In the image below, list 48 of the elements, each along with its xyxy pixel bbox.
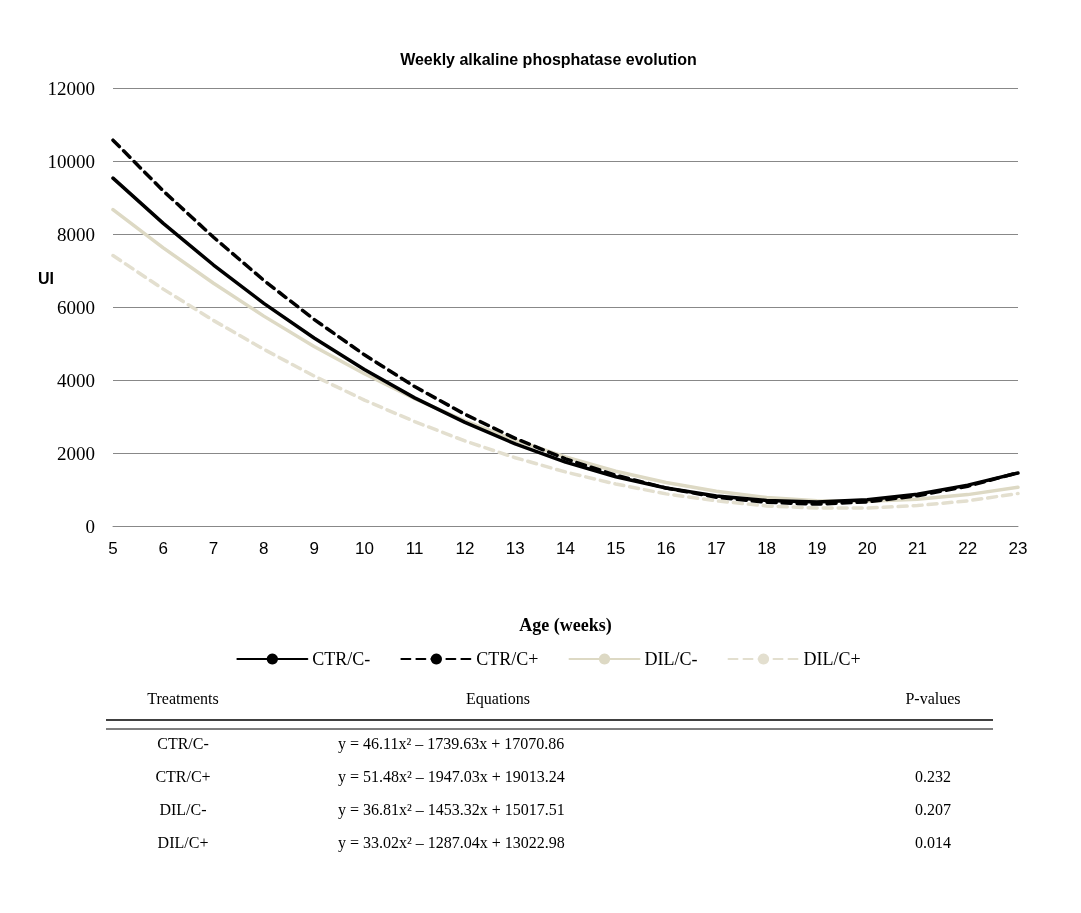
x-tick-label: 15 xyxy=(606,539,626,558)
x-axis-title: Age (weeks) xyxy=(519,615,612,636)
text: P-values xyxy=(905,689,961,707)
x-tick-label: 8 xyxy=(259,539,269,558)
x-tick-label: 16 xyxy=(656,539,676,558)
y-tick-label: 8000 xyxy=(57,223,95,245)
x-tick-label: 21 xyxy=(907,539,927,558)
y-tick-label: 2000 xyxy=(57,442,95,464)
x-tick-label: 14 xyxy=(556,539,575,558)
text: CTR/C- xyxy=(157,734,209,752)
legend-label: DIL/C+ xyxy=(803,649,861,669)
y-tick-label: 10000 xyxy=(47,150,95,172)
y-axis-title: UI xyxy=(38,269,54,287)
text: 0.232 xyxy=(915,767,951,785)
line-series xyxy=(111,253,1020,510)
x-tick-label: 13 xyxy=(505,539,525,558)
y-tick-label: 12000 xyxy=(47,77,95,99)
text: CTR/C+ xyxy=(155,767,211,785)
text: Treatments xyxy=(147,689,219,707)
chart-title: Weekly alkaline phosphatase evolution xyxy=(400,50,697,68)
y-tick-label: 4000 xyxy=(57,369,95,391)
x-tick-label: 17 xyxy=(706,539,726,558)
text: 0.014 xyxy=(915,833,951,851)
legend-label: DIL/C- xyxy=(644,649,698,669)
legend-label: CTR/C+ xyxy=(476,649,539,669)
x-tick-label: 12 xyxy=(455,539,475,558)
x-tick-label: 19 xyxy=(807,539,827,558)
x-tick-label: 23 xyxy=(1008,539,1028,558)
text: DIL/C- xyxy=(159,800,207,818)
x-tick-label: 9 xyxy=(309,539,319,558)
legend-label: CTR/C- xyxy=(312,649,371,669)
x-tick-label: 18 xyxy=(757,539,777,558)
x-tick-label: 7 xyxy=(208,539,219,558)
text: y = 46.11x² – 1739.63x + 17070.86 xyxy=(338,734,565,753)
y-tick-label: 6000 xyxy=(57,296,95,318)
text: 0.207 xyxy=(915,800,951,818)
x-tick-label: 22 xyxy=(958,539,978,558)
x-tick-label: 6 xyxy=(158,539,169,558)
text: y = 33.02x² – 1287.04x + 13022.98 xyxy=(338,833,565,852)
x-tick-label: 5 xyxy=(108,539,118,558)
x-tick-label: 20 xyxy=(857,539,877,558)
text: y = 36.81x² – 1453.32x + 15017.51 xyxy=(338,800,565,819)
x-tick-label: 11 xyxy=(405,539,424,558)
text: y = 51.48x² – 1947.03x + 19013.24 xyxy=(338,767,565,786)
y-tick-label: 0 xyxy=(85,515,95,537)
text: Equations xyxy=(466,689,530,708)
x-tick-label: 10 xyxy=(354,539,374,558)
text: DIL/C+ xyxy=(157,833,209,851)
